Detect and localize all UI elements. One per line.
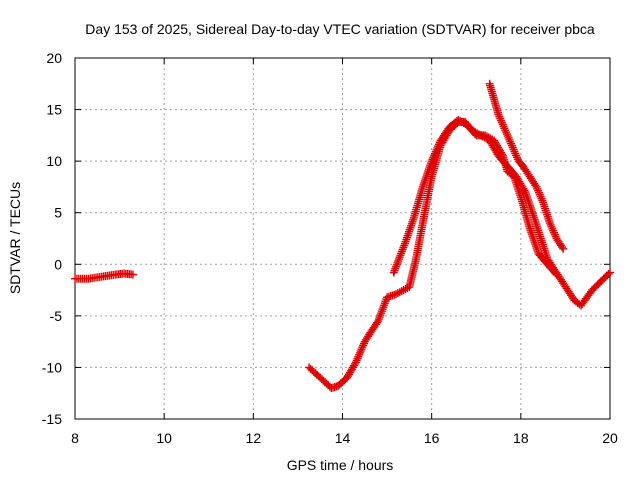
data-point-fill — [343, 359, 359, 381]
data-point-fill — [553, 236, 567, 252]
data-point-fill — [352, 339, 368, 365]
data-point-fill — [499, 153, 511, 174]
data-point-fill — [517, 195, 534, 231]
data-points — [71, 79, 614, 393]
y-tick-label: -15 — [42, 411, 62, 427]
data-point — [552, 270, 561, 279]
data-point-fill — [558, 277, 578, 303]
y-tick-label: -10 — [42, 359, 62, 375]
series-track-4 — [485, 79, 568, 253]
y-tick-label: 0 — [54, 256, 62, 272]
data-point-fill — [486, 81, 498, 102]
data-point-fill — [495, 112, 509, 133]
y-tick-label: 5 — [54, 205, 62, 221]
y-tick-label: 10 — [46, 153, 62, 169]
data-point-fill — [412, 221, 427, 262]
series-track-2 — [305, 117, 614, 393]
x-axis-label: GPS time / hours — [287, 457, 394, 473]
y-axis-label: SDTVAR / TECUs — [7, 182, 23, 294]
x-tick-label: 14 — [335, 430, 351, 446]
data-point — [389, 268, 398, 277]
data-point-fill — [374, 295, 391, 324]
x-tick-label: 12 — [246, 430, 262, 446]
data-point-fill — [521, 190, 538, 220]
data-point-fill — [544, 261, 560, 278]
series-track-3 — [389, 115, 561, 279]
x-tick-label: 18 — [513, 430, 529, 446]
data-point — [545, 219, 554, 228]
data-point — [494, 110, 503, 119]
data-point-fill — [508, 143, 522, 164]
chart-title: Day 153 of 2025, Sidereal Day-to-day VTE… — [85, 21, 595, 37]
data-point — [606, 268, 614, 277]
data-point-fill — [490, 97, 502, 117]
data-point — [532, 182, 541, 191]
data-point — [559, 244, 568, 253]
data-point-fill — [317, 375, 334, 391]
data-point — [501, 126, 510, 135]
data-point-fill — [520, 164, 533, 179]
data-point-fill — [419, 159, 435, 189]
data-point-fill — [533, 184, 547, 205]
axis-ticks: 8 10 12 14 16 18 20 -15 -10 -5 0 5 10 15 20 — [42, 50, 618, 446]
data-point-fill — [589, 269, 613, 293]
x-tick-label: 20 — [602, 430, 618, 446]
data-point-fill — [491, 138, 507, 159]
data-point — [128, 270, 137, 279]
y-tick-label: 20 — [46, 50, 62, 66]
data-point-fill — [390, 241, 409, 275]
data-point-fill — [502, 128, 516, 148]
y-tick-label: -5 — [50, 308, 63, 324]
data-point-fill — [526, 226, 542, 256]
data-point — [351, 358, 360, 367]
data-point-fill — [535, 251, 551, 267]
y-tick-label: 15 — [46, 102, 62, 118]
x-tick-label: 16 — [424, 430, 440, 446]
data-point-fill — [410, 184, 427, 220]
x-tick-label: 8 — [71, 430, 79, 446]
x-tick-label: 10 — [156, 430, 172, 446]
data-point-fill — [401, 215, 418, 246]
data-point-fill — [530, 215, 551, 262]
data-point-fill — [546, 220, 560, 241]
data-point — [507, 141, 516, 150]
series-track-1 — [71, 269, 137, 283]
data-point-fill — [539, 200, 554, 225]
data-point-fill — [505, 168, 517, 180]
data-point-fill — [121, 269, 136, 279]
data-point-fill — [428, 138, 444, 164]
data-point-fill — [306, 364, 323, 381]
data-point — [427, 157, 436, 166]
